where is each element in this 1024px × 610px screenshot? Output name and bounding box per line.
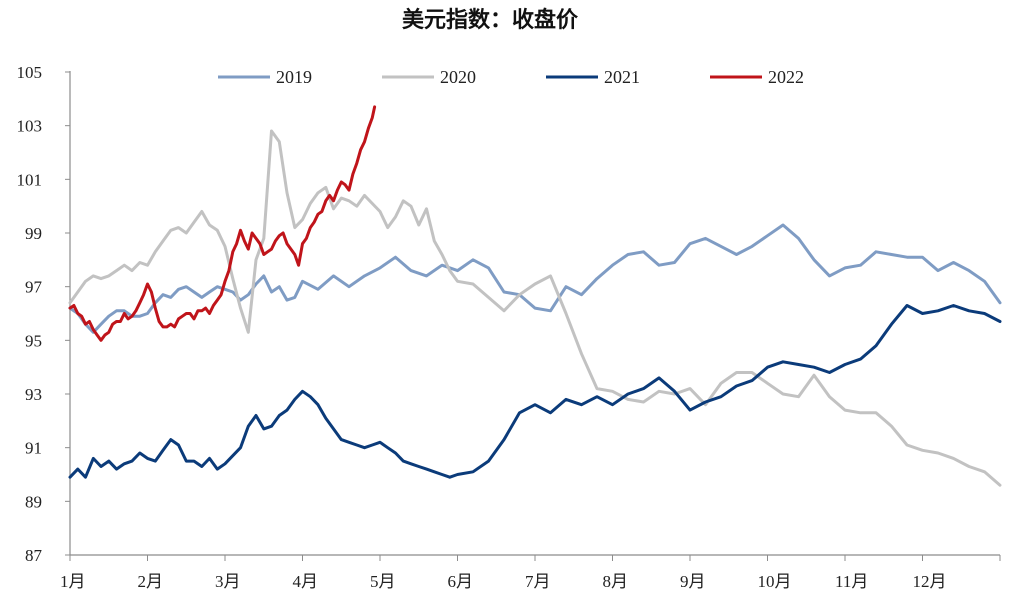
series-line-2021 <box>68 304 1002 479</box>
y-tick-label: 87 <box>25 546 43 565</box>
x-tick-label: 8月 <box>603 572 629 591</box>
x-tick-label: 12月 <box>913 572 947 591</box>
y-tick-label: 99 <box>25 224 42 243</box>
x-tick-label: 1月 <box>60 572 86 591</box>
x-tick-label: 11月 <box>835 572 868 591</box>
x-tick-label: 4月 <box>293 572 319 591</box>
axes: 87 89 91 93 95 97 99 101 103 105 1月 2月 3月 4月 5月 6月 7月 8月 9… <box>17 63 1001 591</box>
y-tick-label: 95 <box>25 331 42 350</box>
x-tick-label: 2月 <box>138 572 164 591</box>
series-line-2019 <box>68 223 1002 334</box>
y-tick-label: 89 <box>25 492 42 511</box>
series-lines <box>68 105 1002 487</box>
legend-label-2019: 2019 <box>276 67 312 87</box>
x-tick-label: 9月 <box>680 572 706 591</box>
legend: 2019 2020 2021 2022 <box>218 67 804 87</box>
legend-label-2022: 2022 <box>768 67 804 87</box>
chart-title: 美元指数：收盘价 <box>401 8 578 33</box>
y-tick-label: 97 <box>25 278 43 297</box>
y-tick-label: 101 <box>17 170 43 189</box>
x-tick-label: 6月 <box>448 572 474 591</box>
legend-label-2021: 2021 <box>604 67 640 87</box>
x-tick-label: 7月 <box>525 572 551 591</box>
x-tick-label: 3月 <box>215 572 241 591</box>
series-line-2022 <box>68 105 377 342</box>
x-tick-label: 10月 <box>758 572 792 591</box>
y-tick-label: 91 <box>25 439 42 458</box>
series-line-2020 <box>68 129 1002 487</box>
x-tick-label: 5月 <box>370 572 396 591</box>
y-tick-label: 93 <box>25 385 42 404</box>
y-tick-label: 103 <box>17 117 43 136</box>
y-tick-label: 105 <box>17 63 43 82</box>
legend-label-2020: 2020 <box>440 67 476 87</box>
